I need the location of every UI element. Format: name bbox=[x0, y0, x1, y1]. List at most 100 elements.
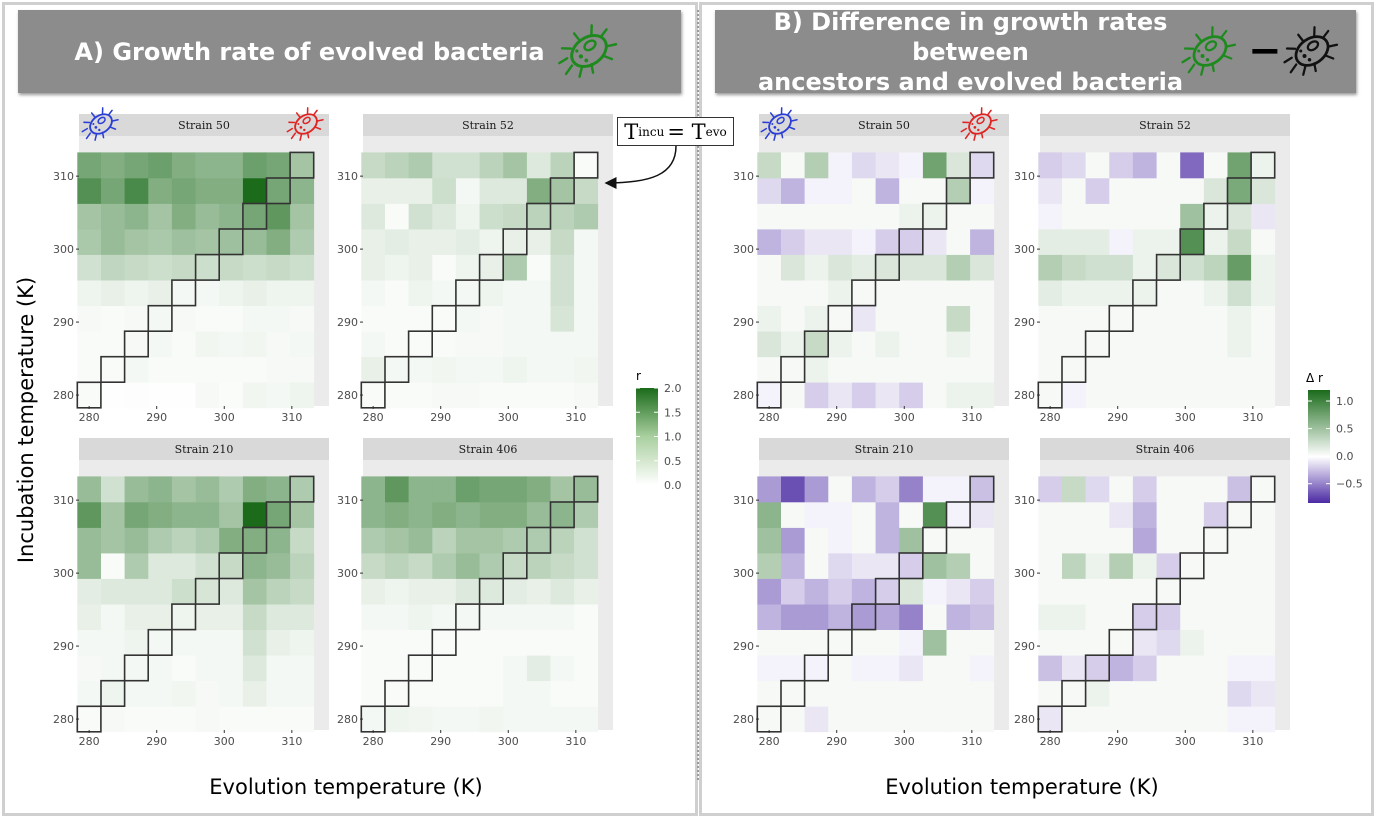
diagonal-cell-outline bbox=[384, 679, 410, 708]
heatmap-cell bbox=[1085, 680, 1110, 707]
heatmap-cell bbox=[171, 629, 196, 656]
heatmap-cell bbox=[148, 203, 173, 230]
callout-eq: = T bbox=[667, 119, 706, 144]
diagonal-cell-outline bbox=[171, 603, 197, 631]
heatmap-cell bbox=[899, 331, 924, 358]
heatmap-cell bbox=[479, 331, 504, 358]
heatmap-cell bbox=[1156, 655, 1181, 682]
x-tick-label: 310 bbox=[1242, 735, 1263, 748]
diagonal-cell-outline bbox=[1250, 151, 1276, 179]
heatmap-cell bbox=[781, 578, 805, 605]
heatmap-cell bbox=[290, 680, 315, 707]
y-tick-label: 310 bbox=[337, 170, 358, 183]
panel-b-frame bbox=[699, 2, 1374, 816]
diagonal-cell-outline bbox=[549, 501, 575, 529]
heatmap-cell bbox=[922, 178, 947, 204]
heatmap-cell bbox=[408, 152, 433, 179]
heatmap-cell bbox=[899, 229, 924, 255]
heatmap-cell bbox=[361, 203, 386, 230]
heatmap-cell bbox=[242, 553, 267, 579]
heatmap-cell bbox=[101, 305, 125, 332]
diagonal-cell-outline bbox=[242, 526, 268, 554]
x-tick-label: 300 bbox=[1175, 735, 1196, 748]
heatmap-cell bbox=[757, 527, 782, 554]
heatmap-cell bbox=[922, 604, 947, 630]
heatmap-cell bbox=[875, 655, 900, 682]
heatmap-cell bbox=[101, 152, 125, 179]
heatmap-cell bbox=[757, 382, 782, 409]
heatmap-cell bbox=[1227, 229, 1252, 255]
heatmap-cell bbox=[124, 331, 149, 358]
heatmap-cell bbox=[77, 476, 102, 503]
heatmap-cell bbox=[757, 254, 782, 281]
diagonal-cell-outline bbox=[123, 654, 149, 682]
heatmap-cell bbox=[195, 502, 220, 528]
heatmap-cell bbox=[526, 527, 551, 554]
y-tick-label: 310 bbox=[733, 170, 754, 183]
heatmap-cell bbox=[479, 254, 504, 281]
x-tick-label: 280 bbox=[363, 411, 384, 424]
heatmap-cell bbox=[290, 229, 315, 255]
diagonal-cell-outline bbox=[1226, 501, 1252, 529]
x-tick-label: 290 bbox=[826, 411, 847, 424]
heatmap-cell bbox=[455, 680, 480, 707]
heatmap-cell bbox=[479, 476, 504, 503]
heatmap-cell bbox=[408, 476, 433, 503]
heatmap-cell bbox=[101, 254, 125, 281]
heatmap-cell bbox=[242, 578, 267, 605]
heatmap-cell bbox=[922, 152, 947, 179]
heatmap-cell bbox=[1203, 553, 1228, 579]
heatmap-cell bbox=[219, 578, 244, 605]
y-tick-label: 280 bbox=[733, 389, 754, 402]
heatmap-cell bbox=[503, 382, 528, 409]
heatmap-cell bbox=[1109, 578, 1134, 605]
bacterium-flagellum bbox=[299, 133, 303, 141]
heatmap-cell bbox=[479, 305, 504, 332]
diagonal-cell-outline bbox=[526, 202, 552, 230]
facet-strip bbox=[759, 438, 1009, 460]
heatmap-cell bbox=[124, 178, 149, 204]
bacterium-flagellum bbox=[960, 127, 967, 133]
heatmap-cell bbox=[1227, 280, 1252, 306]
diagonal-cell-outline bbox=[455, 603, 481, 631]
heatmap-cell bbox=[432, 152, 457, 179]
bacterium-flagellum bbox=[312, 109, 318, 116]
heatmap-cell bbox=[1085, 553, 1110, 579]
heatmap-cell bbox=[242, 706, 267, 733]
heatmap-cell bbox=[946, 502, 971, 528]
y-tick-label: 290 bbox=[53, 640, 74, 653]
heatmap-cell bbox=[946, 305, 971, 332]
diagonal-cell-outline bbox=[194, 577, 221, 605]
heatmap-cell bbox=[922, 305, 947, 332]
heatmap-cell bbox=[804, 254, 829, 281]
diagonal-cell-outline bbox=[1155, 253, 1181, 281]
heatmap-cell bbox=[195, 680, 220, 707]
heatmap-cell bbox=[219, 604, 244, 630]
heatmap-cell bbox=[526, 280, 551, 306]
heatmap-cell bbox=[526, 578, 551, 605]
heatmap-cell bbox=[804, 578, 829, 605]
heatmap-cell bbox=[1132, 604, 1157, 630]
heatmap-cell bbox=[195, 305, 220, 332]
heatmap-cell bbox=[101, 578, 125, 605]
bacterium-flagellum bbox=[1324, 54, 1335, 60]
heatmap-cell bbox=[550, 578, 575, 605]
heatmap-cell bbox=[408, 680, 433, 707]
heatmap-cell bbox=[290, 152, 315, 179]
heatmap-cell bbox=[101, 476, 125, 503]
heatmap-cell bbox=[1109, 655, 1134, 682]
heatmap-cell bbox=[851, 178, 876, 204]
heatmap-cell bbox=[1038, 203, 1063, 230]
heatmap-cell bbox=[946, 280, 971, 306]
heatmap-cell bbox=[1062, 655, 1086, 682]
bacterium-flagellum bbox=[973, 133, 977, 141]
heatmap-cell bbox=[922, 680, 947, 707]
heatmap-cell bbox=[266, 178, 291, 204]
heatmap-cell bbox=[1251, 527, 1276, 554]
heatmap-cell bbox=[290, 578, 315, 605]
heatmap-cell bbox=[946, 629, 971, 656]
heatmap-cell bbox=[970, 382, 995, 409]
heatmap-cell bbox=[1227, 706, 1252, 733]
heatmap-cell bbox=[781, 604, 805, 630]
heatmap-cell bbox=[1156, 229, 1181, 255]
